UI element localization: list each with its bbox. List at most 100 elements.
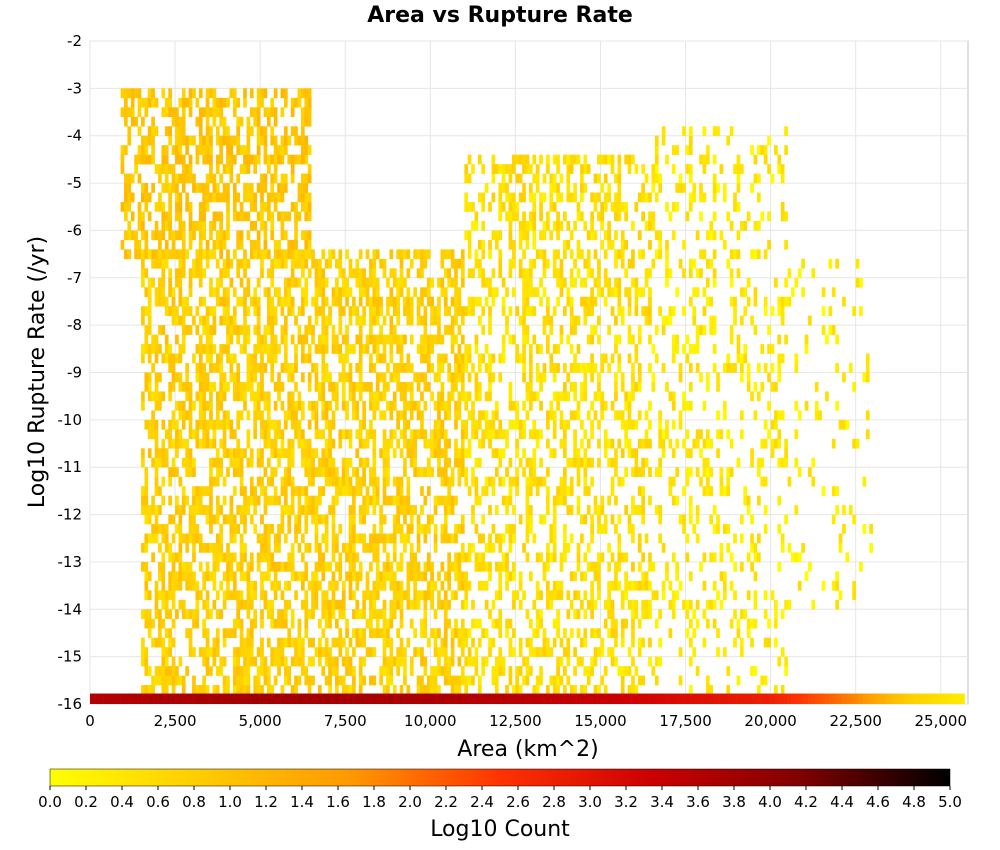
- heatmap-cell: [556, 609, 560, 620]
- heatmap-cell: [641, 580, 646, 591]
- heatmap-cell: [600, 400, 605, 411]
- heatmap-cell: [314, 580, 319, 591]
- heatmap-cell: [443, 495, 448, 506]
- heatmap-cell: [522, 675, 526, 686]
- heatmap-cell: [355, 381, 360, 392]
- heatmap-cell: [158, 296, 162, 307]
- heatmap-cell: [168, 590, 172, 601]
- heatmap-cell: [372, 675, 377, 686]
- heatmap-cell: [389, 609, 394, 620]
- heatmap-cell: [219, 268, 224, 279]
- heatmap-cell: [277, 637, 281, 648]
- heatmap-cell: [246, 363, 251, 373]
- heatmap-cell: [460, 306, 465, 316]
- heatmap-cell: [147, 372, 152, 383]
- heatmap-cell: [178, 116, 183, 127]
- heatmap-cell: [447, 580, 452, 591]
- heatmap-cell: [253, 372, 258, 383]
- heatmap-cell: [270, 476, 275, 487]
- heatmap-cell: [627, 287, 632, 298]
- heatmap-cell: [355, 429, 360, 440]
- heatmap-cell: [712, 580, 717, 591]
- heatmap-cell: [260, 486, 264, 496]
- heatmap-cell: [175, 107, 179, 118]
- heatmap-cell: [161, 183, 166, 193]
- heatmap-cell: [467, 486, 472, 496]
- heatmap-cell: [253, 429, 258, 440]
- heatmap-cell: [580, 637, 584, 648]
- heatmap-cell: [124, 192, 128, 203]
- heatmap-cell: [229, 448, 234, 459]
- heatmap-cell: [266, 116, 271, 127]
- heatmap-cell: [307, 656, 312, 667]
- heatmap-cell: [464, 628, 469, 638]
- heatmap-cell: [164, 154, 169, 165]
- heatmap-cell: [522, 325, 526, 335]
- heatmap-cell: [178, 249, 183, 260]
- heatmap-cell: [287, 457, 292, 468]
- heatmap-cell: [263, 107, 268, 118]
- heatmap-cell: [338, 571, 343, 582]
- heatmap-cell: [229, 514, 234, 525]
- heatmap-cell: [358, 353, 363, 364]
- heatmap-cell: [586, 410, 591, 421]
- heatmap-cell: [287, 561, 292, 572]
- heatmap-cell: [631, 685, 635, 695]
- heatmap-cell: [300, 145, 305, 155]
- heatmap-cell: [290, 306, 295, 316]
- heatmap-cell: [311, 296, 315, 307]
- heatmap-cell: [576, 400, 581, 411]
- heatmap-cell: [195, 306, 200, 316]
- heatmap-cell: [188, 647, 193, 657]
- heatmap-cell: [559, 173, 564, 184]
- heatmap-cell: [171, 533, 176, 544]
- heatmap-cell: [583, 258, 588, 269]
- heatmap-cell: [161, 202, 166, 212]
- heatmap-cell: [181, 296, 186, 307]
- heatmap-cell: [355, 268, 360, 279]
- heatmap-cell: [297, 495, 302, 506]
- heatmap-cell: [222, 135, 227, 146]
- heatmap-cell: [171, 363, 176, 373]
- heatmap-cell: [222, 126, 227, 137]
- heatmap-cell: [147, 192, 152, 203]
- heatmap-cell: [661, 315, 666, 326]
- heatmap-cell: [437, 419, 441, 430]
- heatmap-cell: [297, 183, 302, 193]
- heatmap-cell: [569, 154, 574, 165]
- heatmap-cell: [593, 571, 598, 582]
- heatmap-cell: [525, 656, 530, 667]
- heatmap-cell: [212, 192, 217, 203]
- heatmap-cell: [770, 419, 775, 430]
- heatmap-cell: [532, 211, 537, 222]
- heatmap-cell: [590, 419, 594, 430]
- heatmap-cell: [774, 410, 778, 421]
- heatmap-cell: [474, 647, 479, 657]
- heatmap-cell: [511, 164, 516, 174]
- heatmap-cell: [416, 400, 421, 411]
- heatmap-cell: [556, 400, 560, 411]
- heatmap-cell: [573, 410, 577, 421]
- heatmap-cell: [464, 306, 469, 316]
- heatmap-cell: [304, 505, 309, 515]
- heatmap-cell: [341, 486, 346, 496]
- heatmap-cell: [627, 580, 632, 591]
- heatmap-cell: [637, 647, 642, 657]
- heatmap-cell: [433, 542, 438, 553]
- heatmap-cell: [392, 296, 397, 307]
- heatmap-cell: [266, 391, 271, 402]
- heatmap-cell: [283, 410, 288, 421]
- heatmap-cell: [185, 542, 189, 553]
- heatmap-cell: [688, 145, 693, 155]
- heatmap-cell: [270, 656, 275, 667]
- heatmap-cell: [127, 230, 132, 241]
- heatmap-cell: [556, 656, 560, 667]
- heatmap-cell: [406, 533, 411, 544]
- heatmap-cell: [600, 647, 605, 657]
- heatmap-cell: [335, 381, 339, 392]
- heatmap-cell: [654, 164, 659, 174]
- heatmap-cell: [501, 202, 506, 212]
- heatmap-cell: [355, 410, 360, 421]
- heatmap-cell: [443, 675, 448, 686]
- heatmap-cell: [580, 457, 584, 468]
